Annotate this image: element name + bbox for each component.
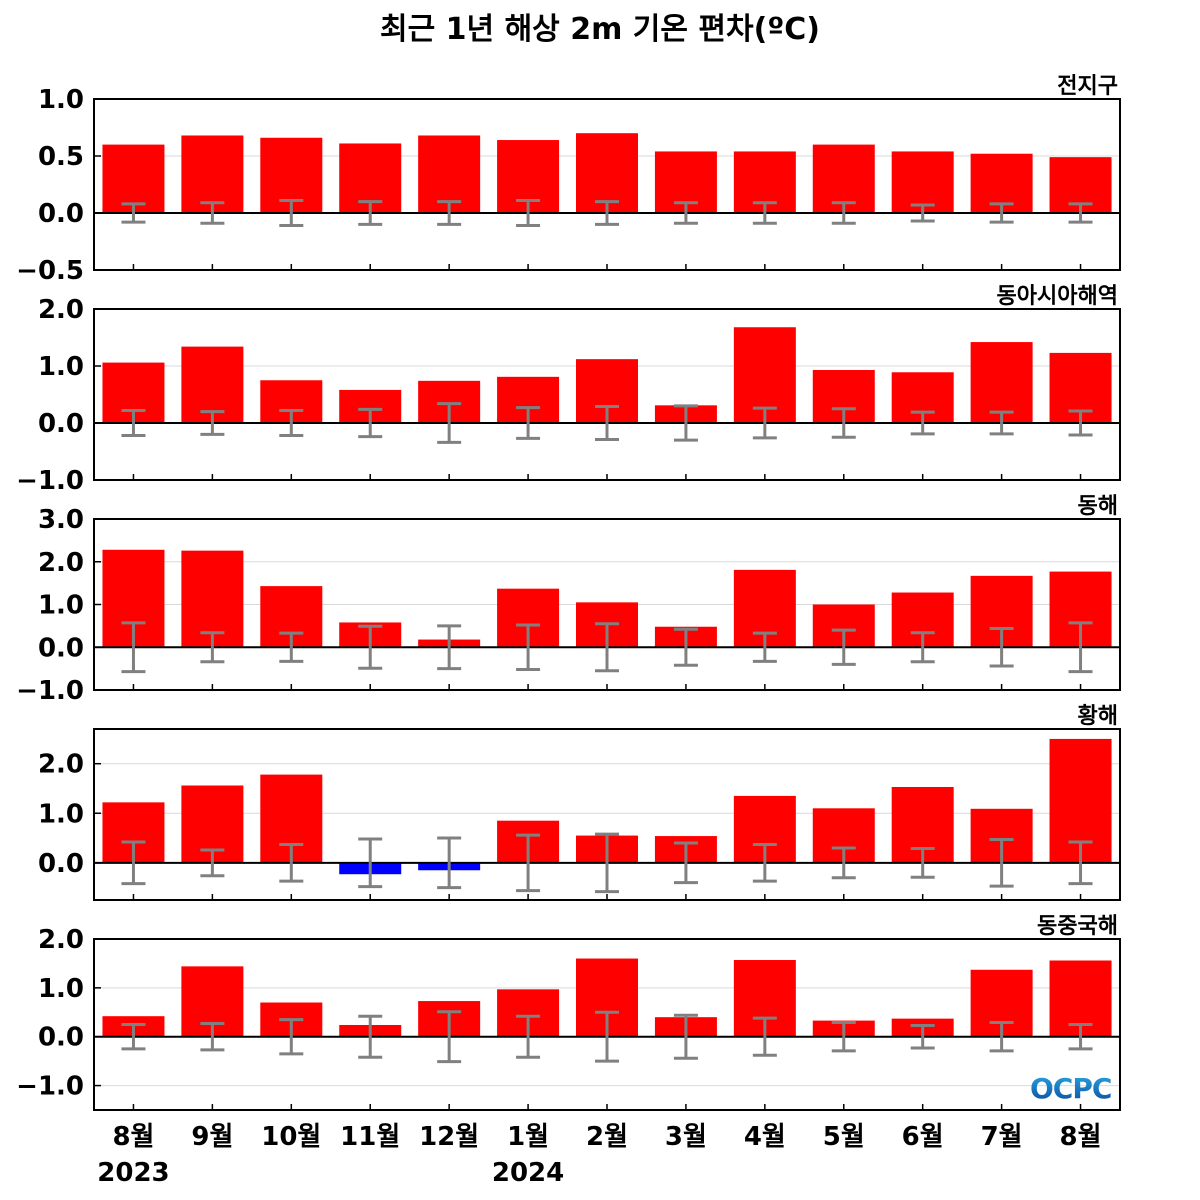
x-tick-label: 8월 [112,1122,154,1152]
x-tick-label: 1월 [507,1122,549,1152]
y-tick-label: 0.0 [38,409,84,439]
panel-title: 동해 [1078,494,1118,519]
panel-title: 동아시아해역 [997,284,1118,309]
bar [970,342,1033,423]
bar [181,550,244,648]
x-tick-label: 3월 [665,1122,707,1152]
x-tick-label: 5월 [823,1122,865,1152]
panel-title: 동중국해 [1037,914,1118,939]
y-tick-label: 0.0 [38,199,84,229]
y-tick-label: −1.0 [16,1072,84,1102]
year-label: 2024 [492,1158,564,1188]
bar [576,133,638,213]
y-tick-label: 0.0 [38,633,84,663]
x-tick-label: 9월 [191,1122,233,1152]
y-tick-label: 1.0 [38,352,84,382]
bar [418,135,481,213]
y-tick-label: 2.0 [38,925,84,955]
bar [102,144,165,213]
y-tick-label: 1.0 [38,591,84,621]
y-tick-label: 2.0 [38,548,84,578]
x-tick-label: 12월 [419,1122,479,1152]
x-tick-label: 11월 [340,1122,400,1152]
y-tick-label: 0.5 [38,142,84,172]
y-tick-label: 3.0 [38,505,84,535]
x-tick-label: 10월 [261,1122,321,1152]
y-tick-label: −1.0 [16,466,84,496]
x-tick-label: 8월 [1060,1122,1102,1152]
y-tick-label: 2.0 [38,750,84,780]
ocpc-logo: OCPC [1030,1072,1112,1105]
x-tick-label: 6월 [902,1122,944,1152]
chart-title: 최근 1년 해상 2m 기온 편차(ºC) [380,12,820,47]
panel-title: 황해 [1078,704,1118,729]
bar [181,135,244,213]
x-tick-label: 2월 [586,1122,628,1152]
y-tick-label: −1.0 [16,676,84,706]
y-tick-label: 1.0 [38,85,84,115]
panel-title: 전지구 [1057,74,1118,99]
x-tick-label: 7월 [981,1122,1023,1152]
y-tick-label: 2.0 [38,295,84,325]
y-tick-label: −0.5 [16,256,84,286]
y-tick-label: 1.0 [38,974,84,1004]
y-tick-label: 0.0 [38,849,84,879]
y-tick-label: 0.0 [38,1023,84,1053]
bar [891,151,954,213]
y-tick-label: 1.0 [38,799,84,829]
year-label: 2023 [97,1158,169,1188]
x-tick-label: 4월 [744,1122,786,1152]
